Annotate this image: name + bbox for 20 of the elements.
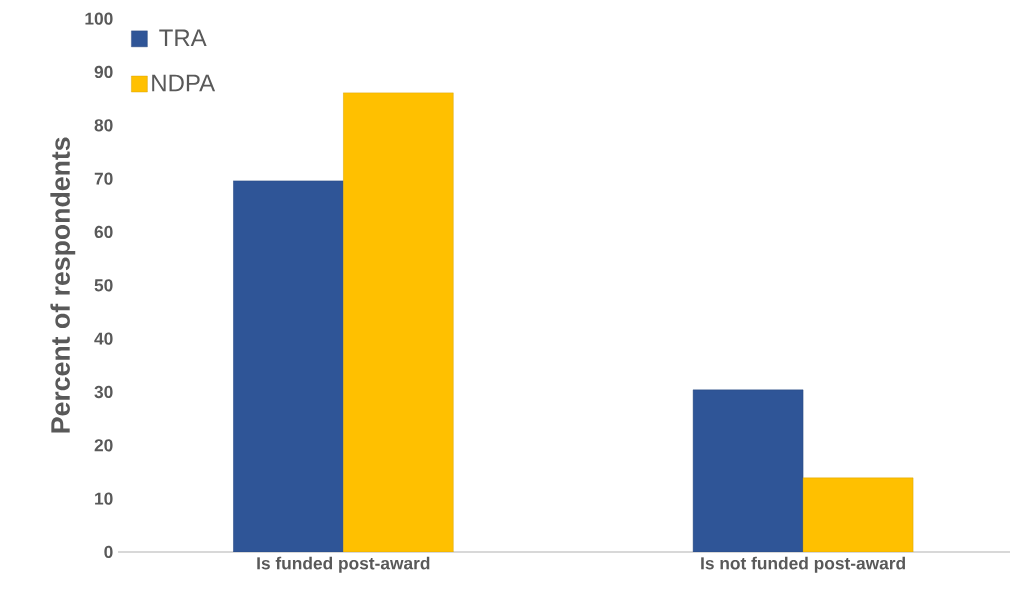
x-tick-label: Is funded post-award (257, 556, 430, 573)
bar (233, 180, 344, 552)
bar (692, 389, 804, 552)
bar (802, 477, 914, 552)
y-tick-label: 0 (104, 545, 113, 559)
bar (343, 92, 454, 552)
x-tick-label: Is not funded post-award (701, 556, 905, 573)
y-tick-label: 40 (94, 332, 113, 345)
y-tick-label: 60 (94, 225, 113, 239)
y-tick-label: 80 (94, 119, 113, 132)
y-tick-label: 10 (95, 492, 113, 505)
legend-label: TRA (159, 29, 207, 47)
y-tick-label: 100 (85, 12, 113, 25)
y-axis-title: Percent of respondents (50, 137, 76, 433)
y-tick-label: 30 (94, 385, 113, 399)
y-tick-label: 50 (94, 279, 113, 292)
legend-label: NDPA (152, 74, 216, 92)
y-tick-label: 90 (94, 65, 113, 79)
y-tick-label: 20 (94, 439, 113, 452)
y-tick-label: 70 (94, 172, 113, 185)
